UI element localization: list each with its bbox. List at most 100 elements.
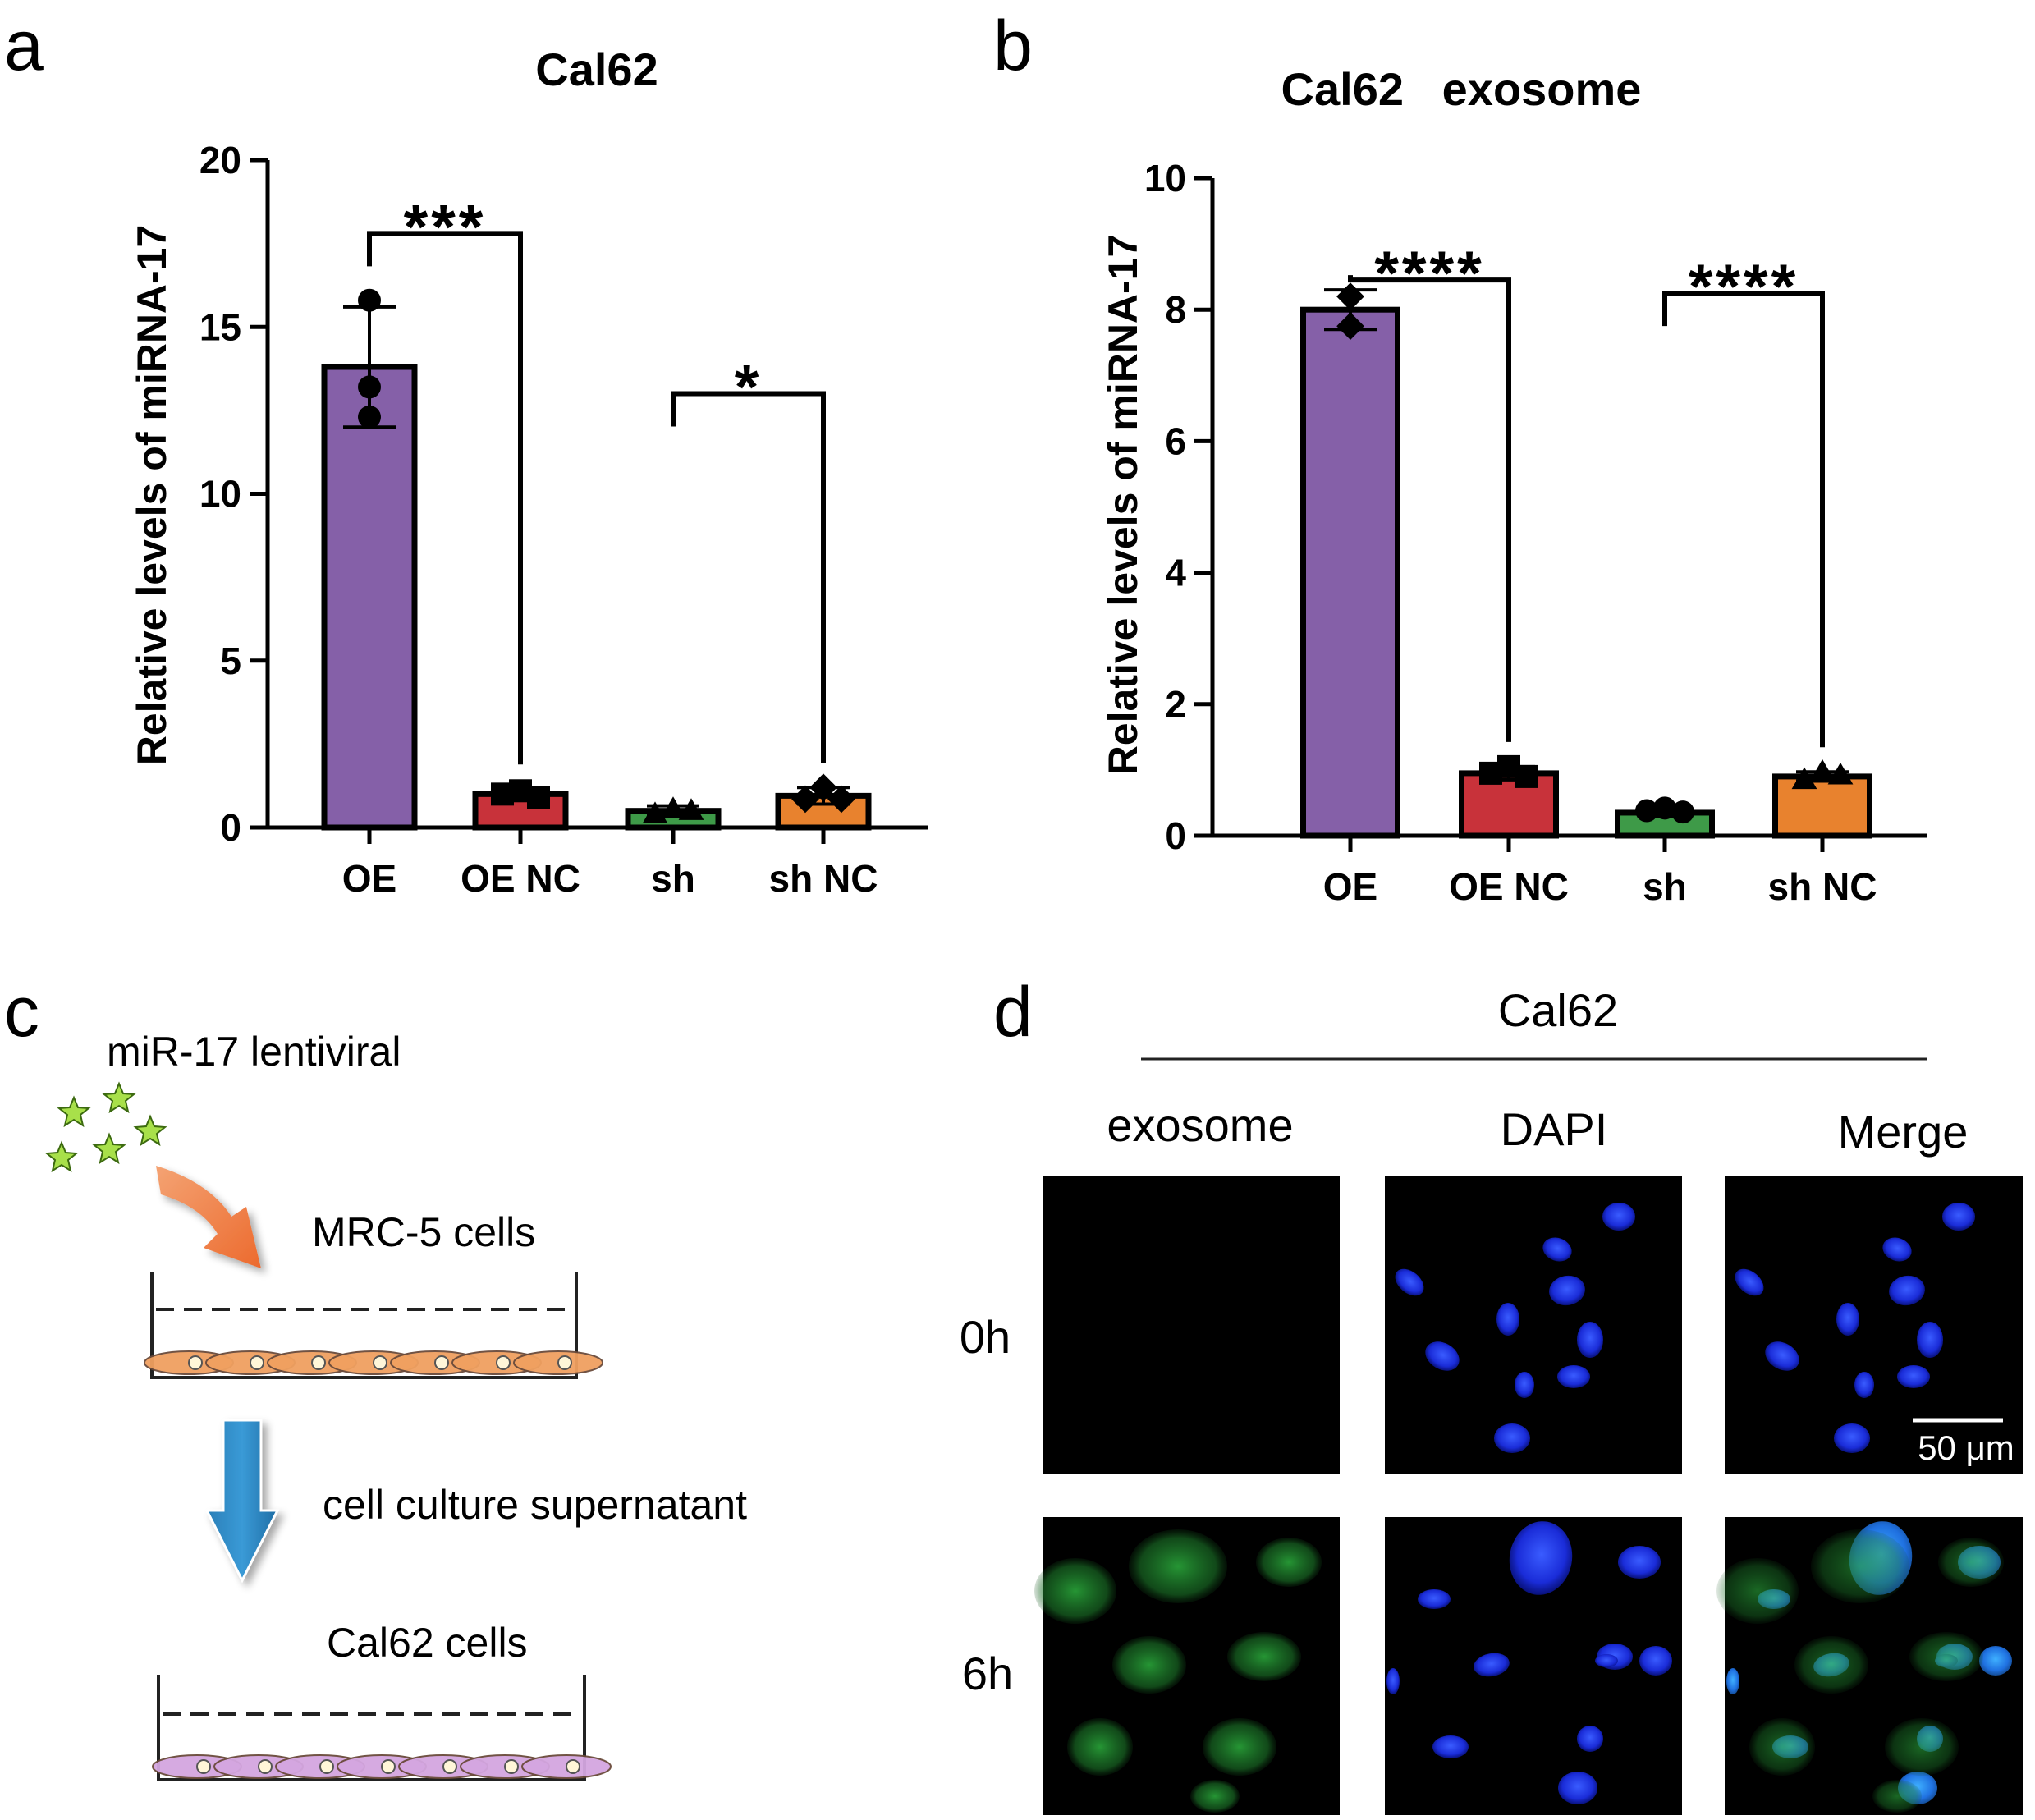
exosome-signal xyxy=(1190,1780,1240,1813)
cal62-dish-icon xyxy=(152,1675,612,1781)
data-point xyxy=(791,785,819,814)
image-6h-merge xyxy=(1716,1517,2023,1815)
column-label-dapi: DAPI xyxy=(1501,1103,1608,1155)
y-tick-label: 2 xyxy=(1165,683,1186,726)
data-point xyxy=(358,406,381,429)
y-tick-label: 6 xyxy=(1165,419,1186,462)
panel-letter-c: c xyxy=(4,973,39,1052)
nucleus xyxy=(1889,1275,1925,1306)
data-point xyxy=(358,288,381,312)
cal62-cells-label: Cal62 cells xyxy=(327,1620,528,1666)
nucleus xyxy=(1942,1203,1975,1231)
exosome-signal xyxy=(1811,1529,1909,1603)
x-tick-label: sh NC xyxy=(1768,865,1877,908)
cell-nucleus xyxy=(442,1759,457,1774)
bar-oe-nc xyxy=(1459,770,1559,839)
nucleus xyxy=(1834,1423,1870,1453)
exosome-signal xyxy=(1909,1632,1983,1681)
cell-nucleus xyxy=(250,1355,264,1370)
y-tick-label: 15 xyxy=(199,305,241,348)
data-point xyxy=(1827,762,1854,785)
data-point xyxy=(809,773,837,802)
x-tick-label: sh NC xyxy=(769,857,878,900)
exosome-signal xyxy=(1129,1529,1227,1603)
row-label-0h: 0h xyxy=(960,1311,1011,1363)
chart-a-title: Cal62 xyxy=(535,44,658,95)
schematic-panel: miR-17 lentiviral MRC-5 cells cell cultu… xyxy=(44,1029,747,1781)
nucleus xyxy=(1395,1268,1424,1296)
exosome-signal xyxy=(1067,1718,1133,1776)
cell-nucleus xyxy=(258,1759,273,1774)
nucleus xyxy=(1474,1653,1510,1677)
nucleus xyxy=(1558,1772,1597,1804)
exosome-signal xyxy=(1938,1538,2004,1587)
significance-bracket xyxy=(1348,275,1511,742)
data-point xyxy=(1653,796,1676,820)
exosome-signal xyxy=(1112,1636,1186,1694)
nucleus xyxy=(1639,1646,1672,1676)
cell-nucleus xyxy=(496,1355,511,1370)
x-tick-label: sh xyxy=(1643,865,1687,908)
exosome-signal xyxy=(1885,1718,1959,1776)
exosome-signal xyxy=(1872,1780,1922,1813)
cell-nucleus xyxy=(188,1355,203,1370)
x-tick-label: sh xyxy=(651,857,695,900)
nucleus xyxy=(1765,1341,1799,1371)
cell-nucleus xyxy=(434,1355,449,1370)
nucleus xyxy=(1726,1668,1739,1694)
cell-nucleus xyxy=(504,1759,519,1774)
data-point xyxy=(1515,764,1538,788)
y-tick-label: 4 xyxy=(1165,552,1186,594)
exosome-signal xyxy=(1749,1718,1815,1776)
down-arrow-icon xyxy=(204,1419,280,1584)
bar-sh-nc xyxy=(1772,773,1872,839)
nucleus xyxy=(1432,1735,1469,1758)
cell-nucleus xyxy=(319,1759,334,1774)
nucleus xyxy=(1595,1654,1618,1667)
significance-bracket xyxy=(367,231,523,765)
exosome-signal xyxy=(1203,1718,1276,1776)
y-tick-label: 20 xyxy=(199,139,241,181)
nucleus xyxy=(1577,1726,1603,1752)
y-tick-label: 0 xyxy=(1165,814,1186,857)
significance-bracket xyxy=(671,391,826,763)
data-point xyxy=(678,798,704,820)
image-6h-dapi xyxy=(1385,1517,1682,1815)
significance-label: * xyxy=(735,353,763,423)
supernatant-label: cell culture supernatant xyxy=(323,1482,747,1528)
data-point xyxy=(1635,799,1658,823)
column-label-merge: Merge xyxy=(1838,1106,1969,1158)
cell-nucleus xyxy=(566,1759,580,1774)
y-tick-label: 8 xyxy=(1165,288,1186,331)
row-label-6h: 6h xyxy=(962,1648,1013,1699)
nucleus xyxy=(1577,1322,1603,1358)
nucleus xyxy=(1979,1646,2012,1676)
nucleus xyxy=(1386,1668,1400,1694)
mrc5-cells-label: MRC-5 cells xyxy=(312,1209,535,1255)
column-label-exosome: exosome xyxy=(1107,1099,1293,1151)
nucleus xyxy=(1618,1546,1661,1579)
mrc5-dish-icon xyxy=(144,1272,603,1379)
scale-bar-label: 50 μm xyxy=(1918,1428,2014,1467)
data-point xyxy=(527,786,550,809)
panel-letter-b: b xyxy=(993,7,1033,85)
lentivirus-stars-icon xyxy=(44,1081,167,1173)
y-tick-label: 10 xyxy=(199,473,241,516)
data-point xyxy=(358,375,381,399)
nucleus xyxy=(1602,1203,1635,1231)
y-tick-label: 0 xyxy=(220,806,241,849)
data-point xyxy=(827,785,855,814)
chart-b: Cal62 exosome Relative levels of miRNA-1… xyxy=(1100,63,1927,908)
cell-nucleus xyxy=(381,1759,396,1774)
data-point xyxy=(1671,800,1694,824)
exosome-signal xyxy=(1794,1636,1868,1694)
exosome-signal xyxy=(1227,1632,1301,1681)
nucleus xyxy=(1917,1322,1943,1358)
nucleus xyxy=(1854,1372,1874,1398)
data-point xyxy=(1336,282,1364,310)
data-point xyxy=(1809,759,1836,782)
bar-oe xyxy=(1300,306,1400,839)
chart-b-title: Cal62 exosome xyxy=(1281,63,1642,115)
x-tick-label: OE NC xyxy=(461,857,580,900)
image-0h-exosome xyxy=(1043,1176,1340,1474)
